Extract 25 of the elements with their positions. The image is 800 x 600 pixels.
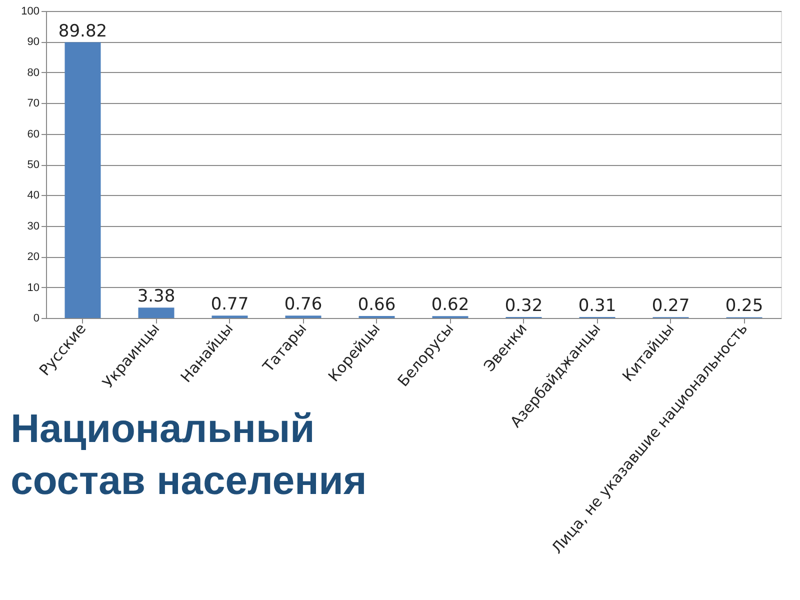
y-tick-label: 70 [27,98,40,110]
data-label: 0.25 [725,296,764,316]
y-tick-label: 60 [27,128,40,140]
y-tick-label: 0 [33,312,40,324]
data-label: 3.38 [137,286,176,307]
bar [138,308,174,318]
y-tick-label: 90 [27,36,40,48]
data-label: 0.62 [431,295,470,316]
data-label: 0.76 [284,294,322,315]
data-label: 0.32 [504,296,543,316]
data-label: 0.66 [358,294,396,315]
y-tick-label: 80 [27,66,40,79]
y-tick-label: 100 [21,6,40,18]
data-label: 0.31 [578,296,616,316]
bar [64,42,101,318]
y-tick-label: 40 [27,190,40,202]
y-tick-label: 10 [27,282,40,294]
data-label: 0.77 [210,294,249,315]
data-label: 0.27 [652,296,690,316]
data-label: 89.82 [58,21,108,42]
text: состав населения [10,458,367,503]
y-tick-label: 20 [27,251,40,264]
y-tick-label: 30 [27,220,40,232]
y-tick-label: 50 [27,159,40,171]
text: Национальный [10,406,315,451]
